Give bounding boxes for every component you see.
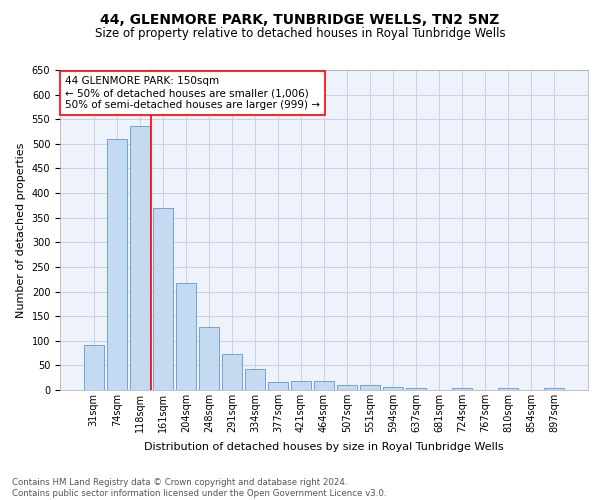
Bar bbox=[499, 388, 518, 390]
Bar bbox=[245, 369, 265, 390]
Text: Size of property relative to detached houses in Royal Tunbridge Wells: Size of property relative to detached ho… bbox=[95, 28, 505, 40]
Bar bbox=[222, 354, 242, 390]
Bar bbox=[153, 208, 173, 390]
Bar bbox=[199, 328, 218, 390]
Bar bbox=[544, 388, 564, 390]
Bar bbox=[452, 388, 472, 390]
Text: 44, GLENMORE PARK, TUNBRIDGE WELLS, TN2 5NZ: 44, GLENMORE PARK, TUNBRIDGE WELLS, TN2 … bbox=[100, 12, 500, 26]
Bar bbox=[406, 388, 426, 390]
Y-axis label: Number of detached properties: Number of detached properties bbox=[16, 142, 26, 318]
Bar bbox=[291, 380, 311, 390]
Bar bbox=[360, 384, 380, 390]
Text: Contains HM Land Registry data © Crown copyright and database right 2024.
Contai: Contains HM Land Registry data © Crown c… bbox=[12, 478, 386, 498]
Bar bbox=[337, 384, 357, 390]
Bar bbox=[176, 282, 196, 390]
Bar bbox=[383, 386, 403, 390]
Text: 44 GLENMORE PARK: 150sqm
← 50% of detached houses are smaller (1,006)
50% of sem: 44 GLENMORE PARK: 150sqm ← 50% of detach… bbox=[65, 76, 320, 110]
Bar bbox=[130, 126, 149, 390]
Bar bbox=[107, 139, 127, 390]
Bar bbox=[84, 344, 104, 390]
Bar bbox=[314, 380, 334, 390]
Bar bbox=[268, 382, 288, 390]
Text: Distribution of detached houses by size in Royal Tunbridge Wells: Distribution of detached houses by size … bbox=[144, 442, 504, 452]
